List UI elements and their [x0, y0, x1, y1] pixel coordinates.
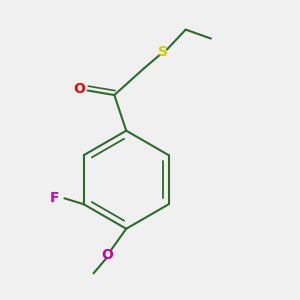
Text: O: O [102, 248, 113, 262]
Text: O: O [73, 82, 85, 96]
Text: S: S [158, 45, 168, 59]
Text: F: F [49, 191, 59, 205]
